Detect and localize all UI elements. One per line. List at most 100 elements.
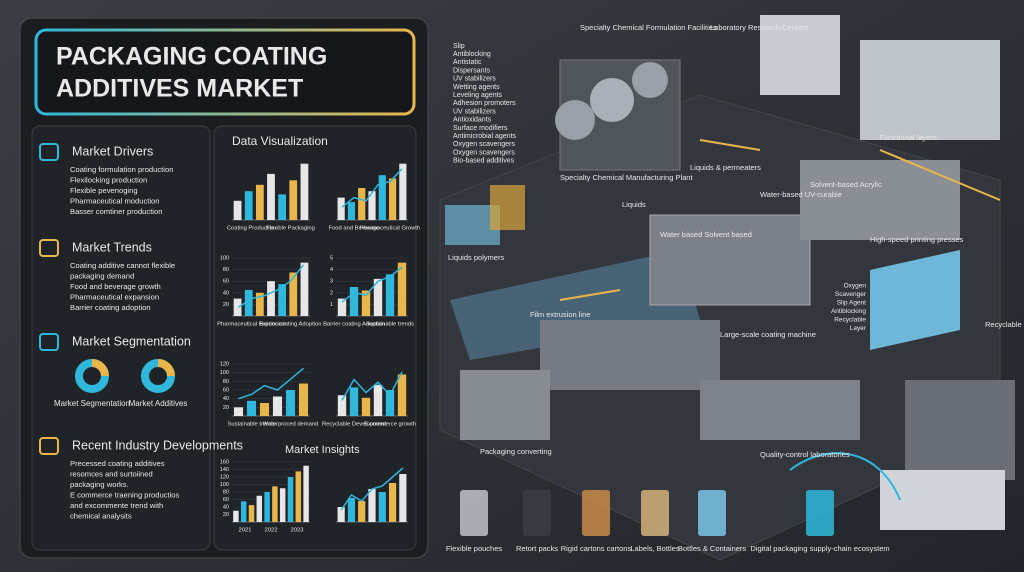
y-tick-label: 100 [220, 482, 229, 488]
bar [373, 278, 383, 316]
x-label: Coating Production [227, 226, 276, 232]
charts-panel [213, 125, 417, 551]
bar [388, 483, 397, 522]
y-tick-label: 40 [223, 504, 229, 510]
x-label: 2023 [291, 528, 304, 534]
bar [248, 505, 255, 522]
tank [590, 78, 634, 122]
y-tick-label: 80 [223, 489, 229, 495]
film-line [450, 250, 700, 360]
layer-label: Antiblocking [831, 308, 866, 315]
section-icon [39, 239, 59, 257]
bar [358, 501, 366, 522]
product [806, 490, 834, 536]
bar [233, 298, 242, 316]
additive: Adhesion promoters [453, 100, 516, 107]
coating-line [540, 320, 720, 390]
y-tick-label: 40 [223, 290, 229, 296]
bar [349, 387, 359, 416]
x-label: 2021 [239, 528, 252, 534]
section-icon [39, 437, 59, 455]
illustration-label: Specialty Chemical Manufacturing Plant [560, 173, 693, 182]
additive: UV stabilizers [453, 108, 496, 115]
section-item: Pharmaceutical moduction [70, 197, 159, 206]
additive: Antiblocking [453, 51, 491, 58]
x-label: Waterproced demand [263, 422, 319, 428]
product-label: Flexible pouches [446, 544, 503, 553]
bar [358, 188, 366, 220]
bar [267, 173, 275, 220]
bar [373, 384, 383, 416]
bar [399, 474, 407, 522]
section-title: Market Drivers [72, 144, 153, 158]
product [641, 490, 669, 536]
section-title: Market Trends [72, 240, 152, 254]
illustration-label: Quality-control laboratories [760, 450, 850, 459]
y-tick-label: 3 [330, 279, 333, 285]
product-label: Retort packs [516, 544, 558, 553]
trend-line [340, 467, 404, 511]
bar [361, 397, 371, 416]
product [582, 490, 610, 536]
section-icon [39, 143, 59, 161]
flow-arrow [559, 139, 1001, 301]
lab [860, 40, 1000, 140]
bar [368, 489, 376, 522]
product [698, 490, 726, 536]
y-tick-label: 5 [330, 255, 333, 261]
y-tick-label: 2 [330, 290, 333, 296]
additive: Wetting agents [453, 84, 500, 91]
segment-label: Market Segmentation [54, 399, 130, 408]
bar [255, 184, 264, 220]
y-tick-label: 20 [223, 512, 229, 518]
bar [397, 374, 407, 416]
bar [255, 292, 264, 316]
layer-label: Layer [850, 325, 867, 332]
bar [240, 501, 247, 522]
bar [287, 477, 294, 522]
factory-floor [439, 15, 1015, 561]
bar [259, 403, 270, 416]
product [460, 490, 488, 536]
additive: Dispersants [453, 67, 490, 74]
printing-press [800, 160, 960, 240]
illustration-label: Solvent-based Acrylic [810, 180, 882, 189]
bar [385, 390, 395, 416]
bar [278, 284, 287, 316]
bar [244, 289, 253, 316]
donut-segment [91, 359, 109, 377]
additive: Antistatic [453, 59, 482, 66]
additive: Oxygen scavengers [453, 149, 515, 156]
product-label: Rigid cartons cartons [561, 544, 632, 553]
bar [233, 510, 239, 522]
section-item: Precessed coating additives [70, 459, 165, 468]
product-label: Digital packaging supply-chain ecosystem [750, 544, 889, 553]
illustration-label: Specialty Chemical Formulation Facilitie… [580, 23, 717, 32]
section-item: packaging demand [70, 272, 134, 281]
section-item: Barrier coating adoption [70, 303, 151, 312]
tank [632, 62, 668, 98]
x-label: Flexible Packaging [266, 226, 315, 232]
layer-label: Scavenger [835, 291, 867, 298]
additive: Oxygen scavengers [453, 141, 515, 148]
y-tick-label: 100 [220, 370, 229, 376]
bar [300, 262, 309, 316]
layer-stack [870, 250, 960, 350]
bar [278, 194, 287, 220]
illustration-label: Liquids polymers [448, 253, 505, 262]
bar [256, 495, 263, 522]
bar [347, 498, 356, 522]
product-label: Bottles & Containers [678, 544, 747, 553]
bar [385, 274, 395, 316]
y-tick-label: 120 [220, 474, 229, 480]
bar [298, 383, 309, 416]
y-tick-label: 60 [223, 279, 229, 285]
layer-label: Oxygen [844, 283, 867, 290]
illustration-label: High-speed printing presses [870, 235, 964, 244]
title: ADDITIVES MARKET [56, 75, 303, 103]
section-item: and excommente trend with [70, 501, 163, 510]
bar [233, 407, 244, 416]
bar [244, 191, 253, 220]
bar [295, 471, 302, 522]
section-item: Coating additive cannot flexible [70, 261, 175, 270]
